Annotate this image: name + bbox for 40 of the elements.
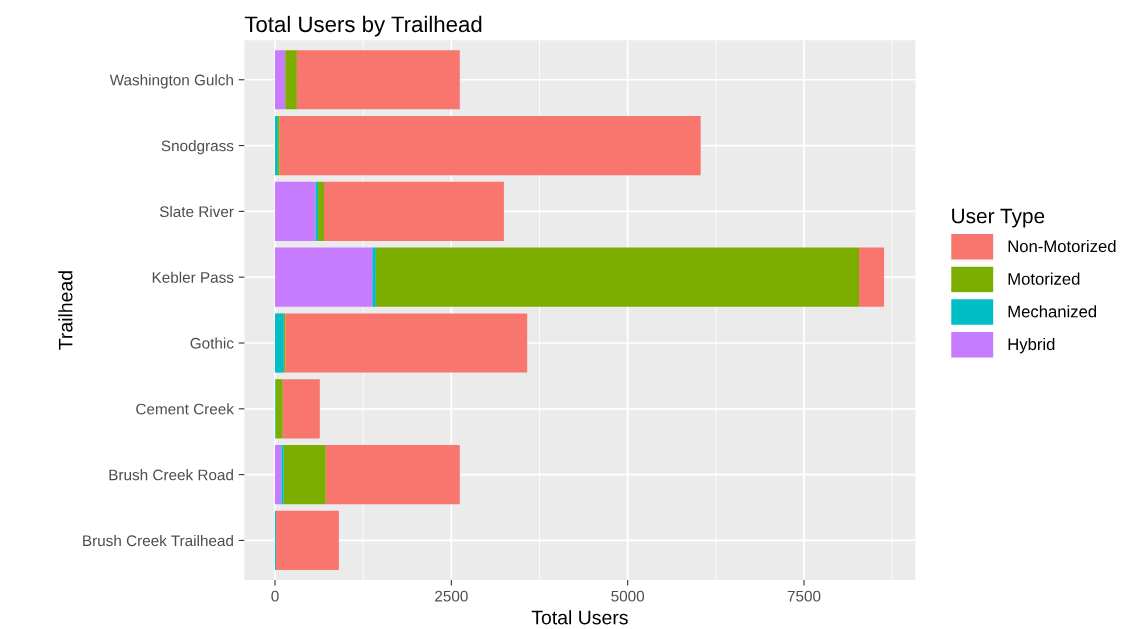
y-tick-label: Slate River xyxy=(159,205,234,218)
y-tick-label: Kebler Pass xyxy=(152,271,234,283)
bar xyxy=(275,181,316,241)
bar xyxy=(275,50,286,110)
y-tick-label: Brush Creek Trailhead xyxy=(83,534,233,547)
y-tick-label: Washington Gulch xyxy=(109,74,233,89)
bar xyxy=(372,247,376,307)
x-tick-label: 5000 xyxy=(611,590,645,602)
bar xyxy=(275,247,373,307)
x-axis-title: Total Users xyxy=(531,610,628,625)
y-tick-label: Brush Creek Road xyxy=(109,469,233,481)
legend-title: User Type xyxy=(952,208,1045,228)
bar xyxy=(296,50,460,110)
chart-title: Total Users by Trailhead xyxy=(244,15,482,37)
bar xyxy=(285,50,297,110)
bar xyxy=(859,247,885,307)
bar xyxy=(283,445,326,505)
legend-label: Motorized xyxy=(1008,272,1080,285)
bar xyxy=(276,510,339,571)
bar xyxy=(375,247,860,307)
y-tick-label: Gothic xyxy=(190,337,234,349)
x-tick-label: 7500 xyxy=(787,590,821,602)
y-axis-title: Trailhead xyxy=(58,271,73,350)
bar xyxy=(275,445,282,505)
legend-label: Mechanized xyxy=(1008,305,1097,318)
bar xyxy=(318,181,325,241)
y-tick-label: Cement Creek xyxy=(136,403,234,415)
bar xyxy=(282,379,320,439)
legend-label: Hybrid xyxy=(1008,337,1055,354)
bar xyxy=(325,445,460,505)
x-tick-label: 0 xyxy=(271,590,279,602)
bar xyxy=(285,313,528,373)
legend-label: Non-Motorized xyxy=(1008,239,1116,253)
x-tick-label: 2500 xyxy=(435,590,468,602)
bar xyxy=(275,313,284,373)
bar xyxy=(281,445,284,505)
bar xyxy=(275,379,283,439)
bar xyxy=(279,115,701,176)
y-tick-label: Snodgrass xyxy=(161,140,234,155)
bar xyxy=(324,181,504,241)
